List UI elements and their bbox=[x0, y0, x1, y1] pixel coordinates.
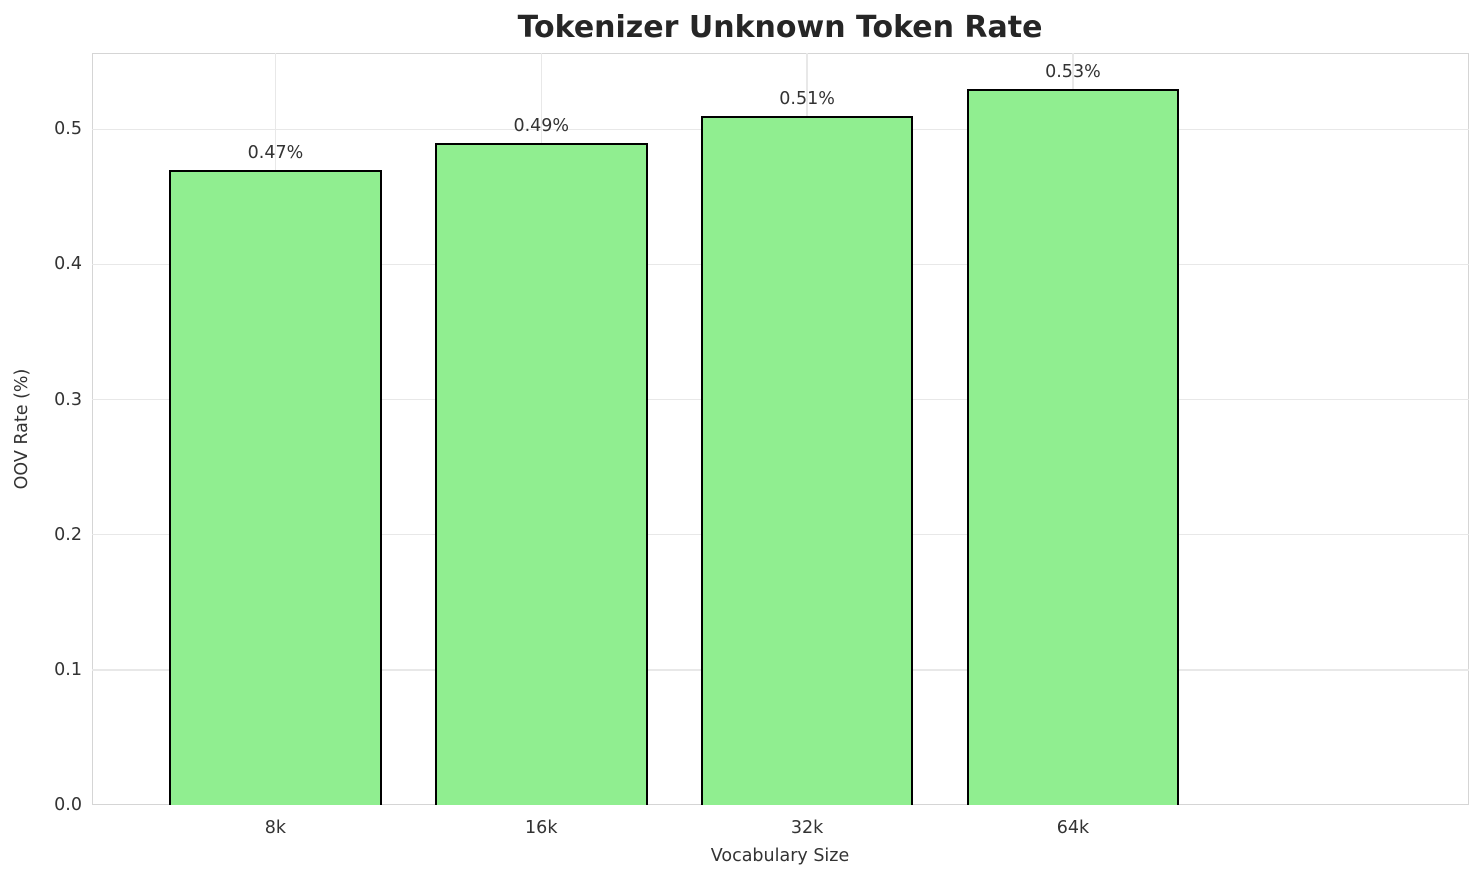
bar bbox=[966, 88, 1180, 805]
bar-value-label: 0.47% bbox=[247, 142, 304, 163]
y-tick-label: 0.0 bbox=[54, 795, 82, 815]
chart-title: Tokenizer Unknown Token Rate bbox=[517, 10, 1043, 45]
bar-value-label: 0.51% bbox=[779, 88, 835, 109]
x-tick-label: 64k bbox=[1056, 818, 1090, 838]
x-tick-label: 32k bbox=[790, 818, 824, 838]
bar bbox=[169, 169, 382, 805]
bar-value-label: 0.53% bbox=[1045, 61, 1101, 82]
y-tick-label: 0.3 bbox=[54, 389, 82, 410]
bar-value-label: 0.49% bbox=[513, 115, 570, 136]
x-axis-label: Vocabulary Size bbox=[710, 846, 850, 866]
y-tick-label: 0.1 bbox=[54, 659, 82, 680]
x-tick-label: 16k bbox=[525, 818, 558, 838]
y-tick-label: 0.4 bbox=[54, 254, 82, 275]
y-tick-label: 0.5 bbox=[54, 119, 82, 140]
y-tick-label: 0.2 bbox=[54, 524, 82, 545]
bar bbox=[434, 142, 648, 805]
bar bbox=[700, 115, 914, 805]
y-axis-label: OOV Rate (%) bbox=[12, 368, 32, 490]
x-tick-label: 8k bbox=[264, 818, 287, 838]
